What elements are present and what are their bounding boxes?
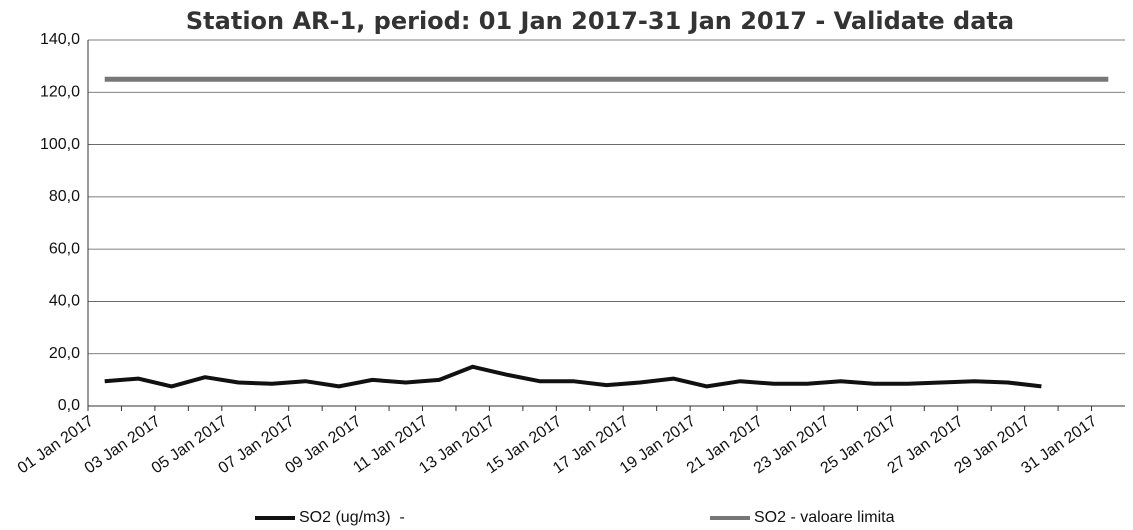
x-tick-label: 31 Jan 2017 (1018, 413, 1100, 478)
chart-title: Station AR-1, period: 01 Jan 2017-31 Jan… (186, 7, 1014, 35)
y-tick-label: 140,0 (40, 31, 80, 48)
series-line (104, 364, 1042, 389)
y-tick-label: 40,0 (49, 293, 80, 310)
legend-label: SO2 - valoare limita (754, 509, 895, 526)
y-tick-label: 120,0 (40, 84, 80, 101)
legend-label: SO2 (ug/m3) - (299, 509, 405, 526)
y-tick-label: 80,0 (49, 188, 80, 205)
y-tick-label: 60,0 (49, 240, 80, 257)
x-tick-label: 09 Jan 2017 (282, 413, 364, 478)
y-tick-label: 100,0 (40, 136, 80, 153)
y-tick-label: 0,0 (58, 397, 80, 414)
y-tick-label: 20,0 (49, 345, 80, 362)
